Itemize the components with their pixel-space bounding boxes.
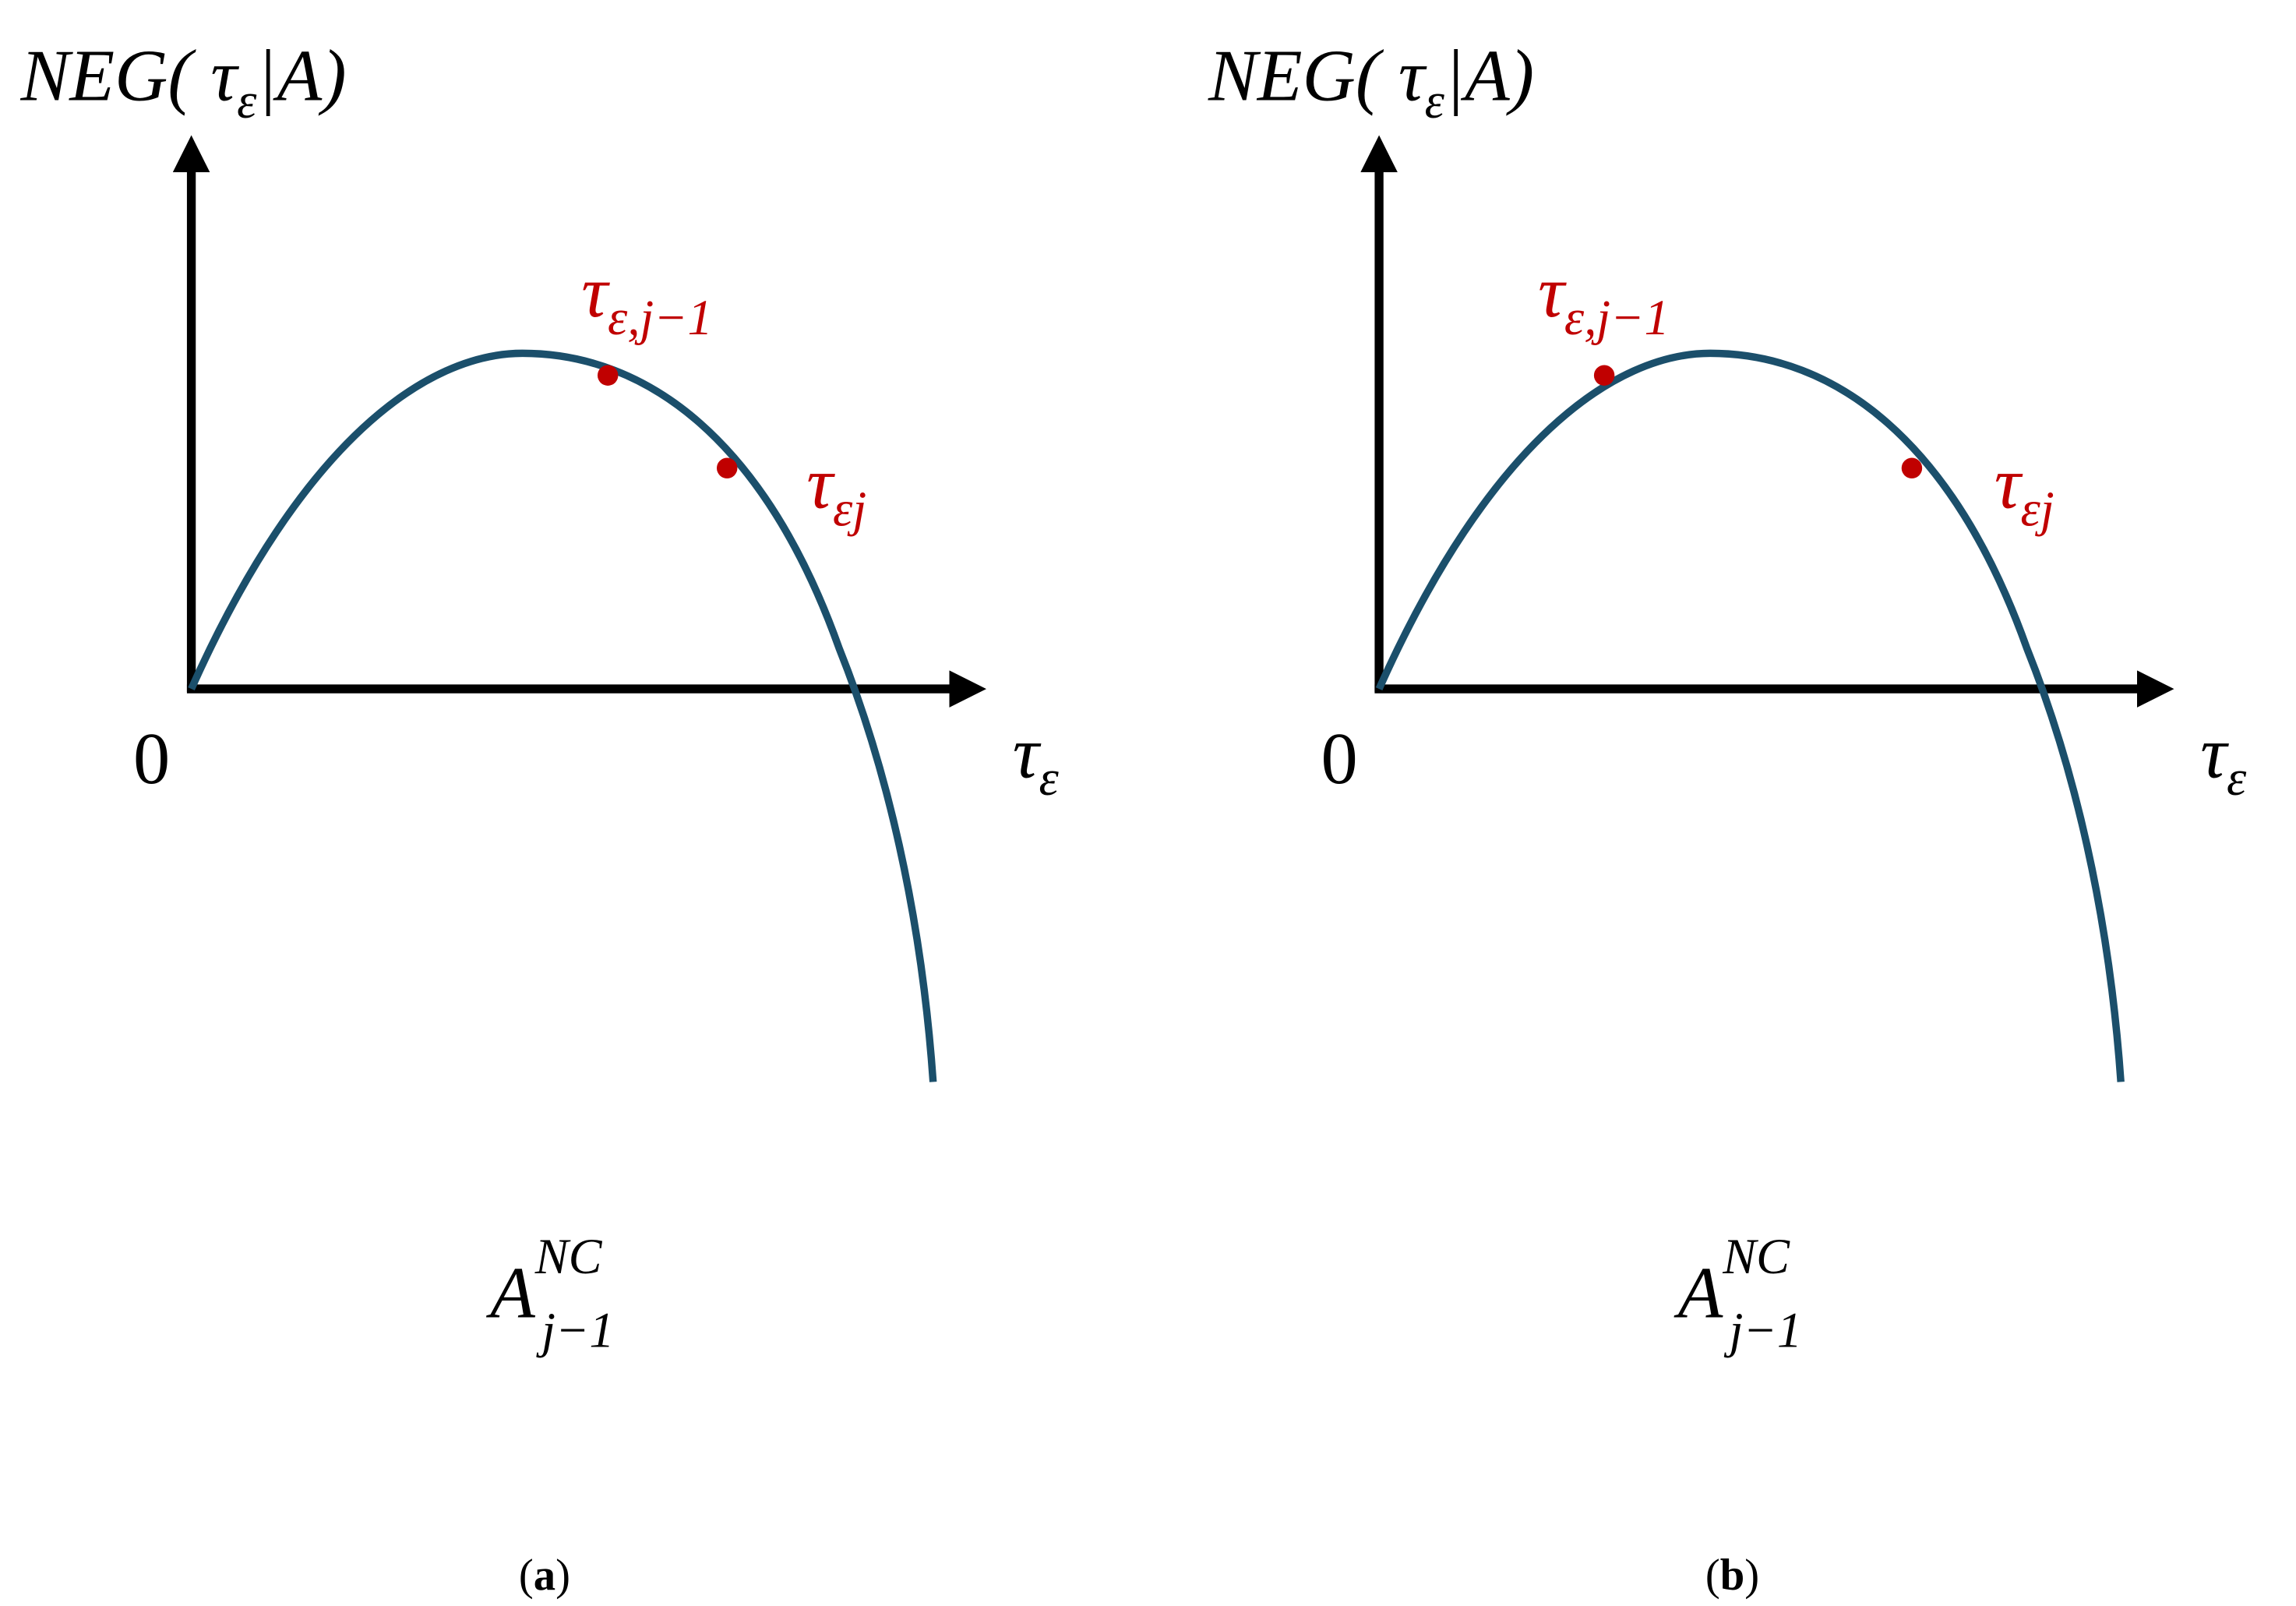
y-label-main: NEG( τ bbox=[1208, 35, 1427, 116]
y-label-sub: ε bbox=[1425, 73, 1445, 129]
y-label-tail: |A) bbox=[257, 35, 347, 116]
curve bbox=[188, 349, 937, 1082]
x-label-sub: ε bbox=[1039, 750, 1060, 806]
set-label-main: A bbox=[1674, 1253, 1724, 1334]
caption-open: ( bbox=[519, 1551, 534, 1600]
y-axis-label: NEG( τε|A) bbox=[1208, 35, 1534, 129]
x-label-sub: ε bbox=[2227, 750, 2247, 806]
origin-label: 0 bbox=[1321, 718, 1357, 799]
point bbox=[716, 457, 738, 478]
point bbox=[1901, 457, 1923, 478]
point-label: τεj bbox=[1994, 443, 2054, 537]
caption-close: ) bbox=[1744, 1551, 1759, 1600]
x-label-main: τ bbox=[2200, 712, 2229, 793]
origin-label: 0 bbox=[133, 718, 170, 799]
set-label-main: A bbox=[485, 1253, 536, 1334]
x-axis-label: τε bbox=[1013, 712, 1060, 806]
set-label-sup: NC bbox=[534, 1229, 603, 1284]
caption-open: ( bbox=[1705, 1551, 1720, 1600]
point-label-main: τ bbox=[806, 443, 835, 524]
set-label: ANC j−1 bbox=[485, 1229, 614, 1357]
point-label-main: τ bbox=[1538, 252, 1567, 333]
point bbox=[1593, 365, 1615, 386]
caption: (a) bbox=[519, 1551, 570, 1600]
point-label: τεj bbox=[806, 443, 866, 537]
curve bbox=[1375, 349, 2125, 1082]
set-label: ANC j−1 bbox=[1674, 1229, 1802, 1357]
point-label-sub: εj bbox=[833, 481, 866, 536]
point-label: τε,j−1 bbox=[1538, 252, 1669, 345]
point bbox=[597, 365, 619, 386]
x-axis-label: τε bbox=[2200, 712, 2247, 806]
set-label-sub: j−1 bbox=[536, 1303, 614, 1358]
set-label-sub: j−1 bbox=[1724, 1303, 1802, 1358]
point-label-main: τ bbox=[581, 252, 610, 333]
y-axis-label: NEG( τε|A) bbox=[19, 35, 346, 129]
point-label-sub: εj bbox=[2021, 481, 2054, 536]
y-label-sub: ε bbox=[237, 73, 257, 129]
point-label: τε,j−1 bbox=[581, 252, 712, 345]
x-label-main: τ bbox=[1013, 712, 1042, 793]
point-label-sub: ε,j−1 bbox=[608, 290, 713, 345]
set-label-sup: NC bbox=[1722, 1229, 1790, 1284]
y-label-main: NEG( τ bbox=[19, 35, 239, 116]
caption-letter: a bbox=[534, 1551, 555, 1600]
caption-letter: b bbox=[1720, 1551, 1745, 1600]
point-label-sub: ε,j−1 bbox=[1564, 290, 1670, 345]
caption: (b) bbox=[1705, 1551, 1759, 1600]
point-label-main: τ bbox=[1994, 443, 2023, 524]
caption-close: ) bbox=[555, 1551, 570, 1600]
y-label-tail: |A) bbox=[1444, 35, 1534, 116]
